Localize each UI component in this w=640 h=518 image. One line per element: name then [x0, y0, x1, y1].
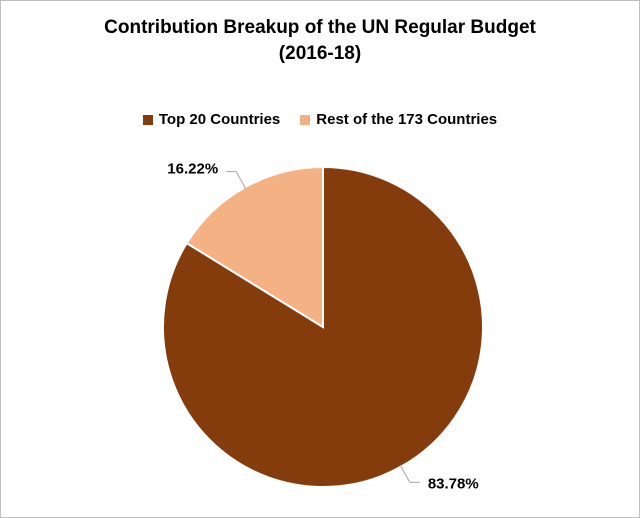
legend-swatch-rest [300, 114, 311, 125]
chart-title: Contribution Breakup of the UN Regular B… [1, 15, 639, 67]
legend-item-rest: Rest of the 173 Countries [300, 111, 497, 128]
legend-label-top-20: Top 20 Countries [158, 111, 281, 128]
legend-item-top-20: Top 20 Countries [142, 111, 281, 128]
chart-title-line-1: Contribution Breakup of the UN Regular B… [104, 17, 536, 38]
chart-legend: Top 20 Countries Rest of the 173 Countri… [1, 111, 639, 128]
data-label-2: 16.22% [167, 161, 218, 178]
data-label-1: 83.78% [428, 475, 479, 492]
chart-title-line-2: (2016-18) [278, 43, 362, 64]
leader-line-2 [226, 171, 247, 190]
legend-swatch-top-20 [142, 114, 153, 125]
leader-line-1 [399, 464, 420, 483]
legend-label-rest: Rest of the 173 Countries [316, 111, 498, 128]
